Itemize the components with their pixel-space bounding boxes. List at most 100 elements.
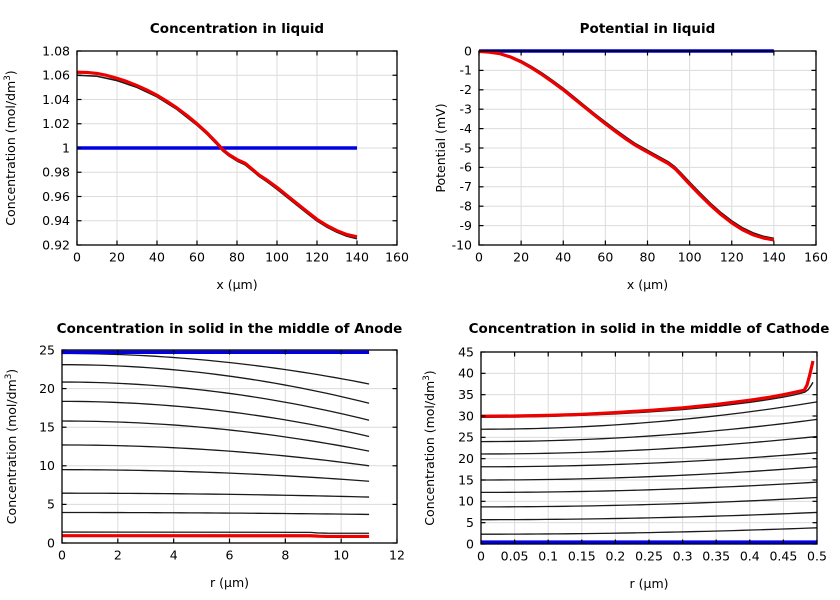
y-tick-label: 0.94 (42, 213, 70, 228)
x-tick-label: 120 (720, 250, 744, 265)
x-tick-label: 20 (513, 250, 529, 265)
x-tick-label: 140 (762, 250, 786, 265)
y-tick-label: 45 (458, 344, 474, 359)
x-tick-label: 40 (149, 250, 165, 265)
y-axis-label: Potential (mV) (433, 103, 448, 192)
y-tick-label: -1 (460, 63, 472, 78)
x-tick-label: 0.45 (769, 549, 797, 564)
chart-title: Concentration in liquid (150, 21, 324, 37)
solid-concentration-time-profiles (480, 435, 818, 455)
x-tick-label: 4 (170, 548, 178, 563)
chart-title: Concentration in solid in the middle of … (57, 321, 403, 337)
y-tick-label: 25 (39, 342, 55, 357)
x-tick-label: 60 (189, 250, 205, 265)
x-axis-label: x (µm) (627, 277, 668, 292)
y-tick-label: -5 (460, 140, 472, 155)
y-tick-label: 0 (466, 536, 474, 551)
concentration-curve (76, 70, 358, 239)
y-tick-label: 0.92 (42, 237, 70, 252)
chart-concentration-in-liquid: 0 20 40 60 80 100 120 140 160 0.92 0.94 0.96 0.98 1 1.… (0, 0, 420, 300)
x-tick-label: 0.3 (673, 549, 693, 564)
chart-potential-in-liquid-svg: 0 20 40 60 80 100 120 140 160 0 -1 -2 -3 -4 -5 -6 -7 -8 -9… (433, 21, 828, 292)
chart-potential-in-liquid: 0 20 40 60 80 100 120 140 160 0 -1 -2 -3 -4 -5 -6 -7 -8 -9… (420, 0, 840, 300)
x-tick-label: 80 (640, 250, 656, 265)
solid-concentration-time-profiles (62, 511, 370, 516)
x-tick-label: 10 (333, 548, 349, 563)
y-tick-label: 10 (458, 494, 474, 509)
y-tick-label: 0 (47, 535, 55, 550)
y-tick-label: 1.06 (42, 68, 70, 83)
ticks-and-labels: 0 20 40 60 80 100 120 140 160 0 -1 -2 -3 -4 -5 -6 -7 -8 -9… (452, 43, 828, 264)
y-tick-label: 40 (458, 366, 474, 381)
gridlines (479, 51, 816, 245)
y-tick-label: 15 (39, 420, 55, 435)
y-tick-label: 5 (47, 497, 55, 512)
y-tick-label: -7 (460, 179, 472, 194)
y-tick-label: 5 (466, 515, 474, 530)
y-tick-label: 35 (458, 387, 474, 402)
x-tick-label: 0.4 (740, 549, 760, 564)
x-tick-label: 60 (597, 250, 613, 265)
solid-concentration-time-profiles (61, 420, 370, 452)
y-tick-label: 1.08 (42, 43, 70, 58)
y-tick-label: 10 (39, 458, 55, 473)
x-tick-label: 0.2 (605, 549, 625, 564)
solid-concentration-time-profiles (61, 469, 370, 482)
y-tick-label: -6 (460, 160, 473, 175)
y-tick-label: 0 (464, 43, 472, 58)
chart-title: Potential in liquid (580, 21, 716, 37)
chart-solid-concentration-cathode-svg: 0 0.05 0.1 0.15 0.2 0.25 0.3 0.35 0.4 0.45 0.5 0 5 10… (422, 321, 830, 591)
y-tick-label: 1.02 (42, 116, 70, 131)
y-tick-label: 0.98 (42, 165, 70, 180)
chart-concentration-in-liquid-svg: 0 20 40 60 80 100 120 140 160 0.92 0.94 0.96 0.98 1 1.… (3, 21, 409, 292)
series (76, 70, 358, 240)
x-tick-label: 0.1 (538, 549, 558, 564)
chart-title: Concentration in solid in the middle of … (469, 321, 830, 337)
ticks-and-labels: 0 2 4 6 8 10 12 0 5 10 15 20 25 (39, 342, 405, 562)
y-tick-label: -2 (460, 82, 472, 97)
solid-concentration-time-profiles (481, 481, 818, 494)
x-axis-label: r (µm) (630, 576, 669, 591)
x-tick-label: 12 (389, 548, 405, 563)
x-tick-label: 0.5 (807, 549, 827, 564)
x-axis-label: x (µm) (216, 277, 257, 292)
x-tick-label: 8 (281, 548, 289, 563)
solid-concentration-time-profiles (480, 511, 818, 521)
y-tick-label: 20 (458, 451, 474, 466)
solid-concentration-time-profiles (61, 400, 370, 438)
ticks-and-labels: 0 20 40 60 80 100 120 140 160 0.92 0.94 0.96 0.98 1 1.… (42, 43, 409, 264)
potential-curve (478, 49, 775, 242)
solid-concentration-time-profiles (61, 381, 370, 421)
x-tick-label: 160 (804, 250, 828, 265)
solid-concentration-time-profiles (480, 452, 818, 468)
y-tick-label: -10 (452, 237, 472, 252)
x-tick-label: 0.15 (568, 549, 596, 564)
x-tick-label: 160 (385, 250, 409, 265)
y-tick-label: 25 (458, 430, 474, 445)
x-tick-label: 140 (345, 250, 369, 265)
x-tick-label: 2 (114, 548, 122, 563)
x-tick-label: 0 (475, 250, 483, 265)
series (480, 360, 818, 544)
x-tick-label: 120 (305, 250, 329, 265)
y-tick-label: 1 (62, 140, 70, 155)
y-tick-label: -8 (460, 199, 473, 214)
solid-concentration-time-profiles (61, 352, 370, 385)
y-tick-label: -4 (460, 121, 473, 136)
solid-concentration-time-profiles (61, 364, 370, 404)
x-tick-label: 6 (226, 548, 234, 563)
y-tick-label: 15 (458, 472, 474, 487)
x-tick-label: 0.05 (501, 549, 529, 564)
solid-concentration-time-profiles (62, 492, 370, 498)
y-tick-label: 1.04 (42, 92, 70, 107)
x-tick-label: 0 (477, 549, 485, 564)
solid-concentration-time-profiles (480, 527, 818, 535)
series (478, 49, 775, 242)
x-tick-label: 0.25 (635, 549, 663, 564)
solid-concentration-last-profile (61, 531, 370, 534)
final-concentration-curve (480, 360, 815, 418)
y-tick-label: -3 (460, 102, 472, 117)
x-tick-label: 80 (229, 250, 245, 265)
